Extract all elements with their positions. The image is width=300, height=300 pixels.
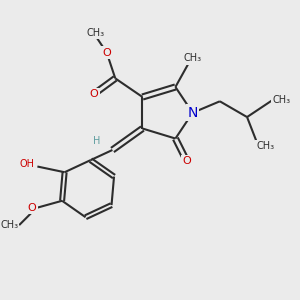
Text: O: O (28, 203, 36, 213)
Text: CH₃: CH₃ (0, 220, 18, 230)
Text: O: O (102, 48, 111, 58)
Text: CH₃: CH₃ (272, 95, 290, 105)
Text: N: N (188, 106, 198, 120)
Text: H: H (93, 136, 100, 146)
Text: OH: OH (20, 159, 35, 169)
Text: O: O (89, 89, 98, 99)
Text: O: O (182, 157, 191, 166)
Text: CH₃: CH₃ (86, 28, 104, 38)
Text: CH₃: CH₃ (184, 53, 202, 63)
Text: CH₃: CH₃ (256, 141, 275, 151)
